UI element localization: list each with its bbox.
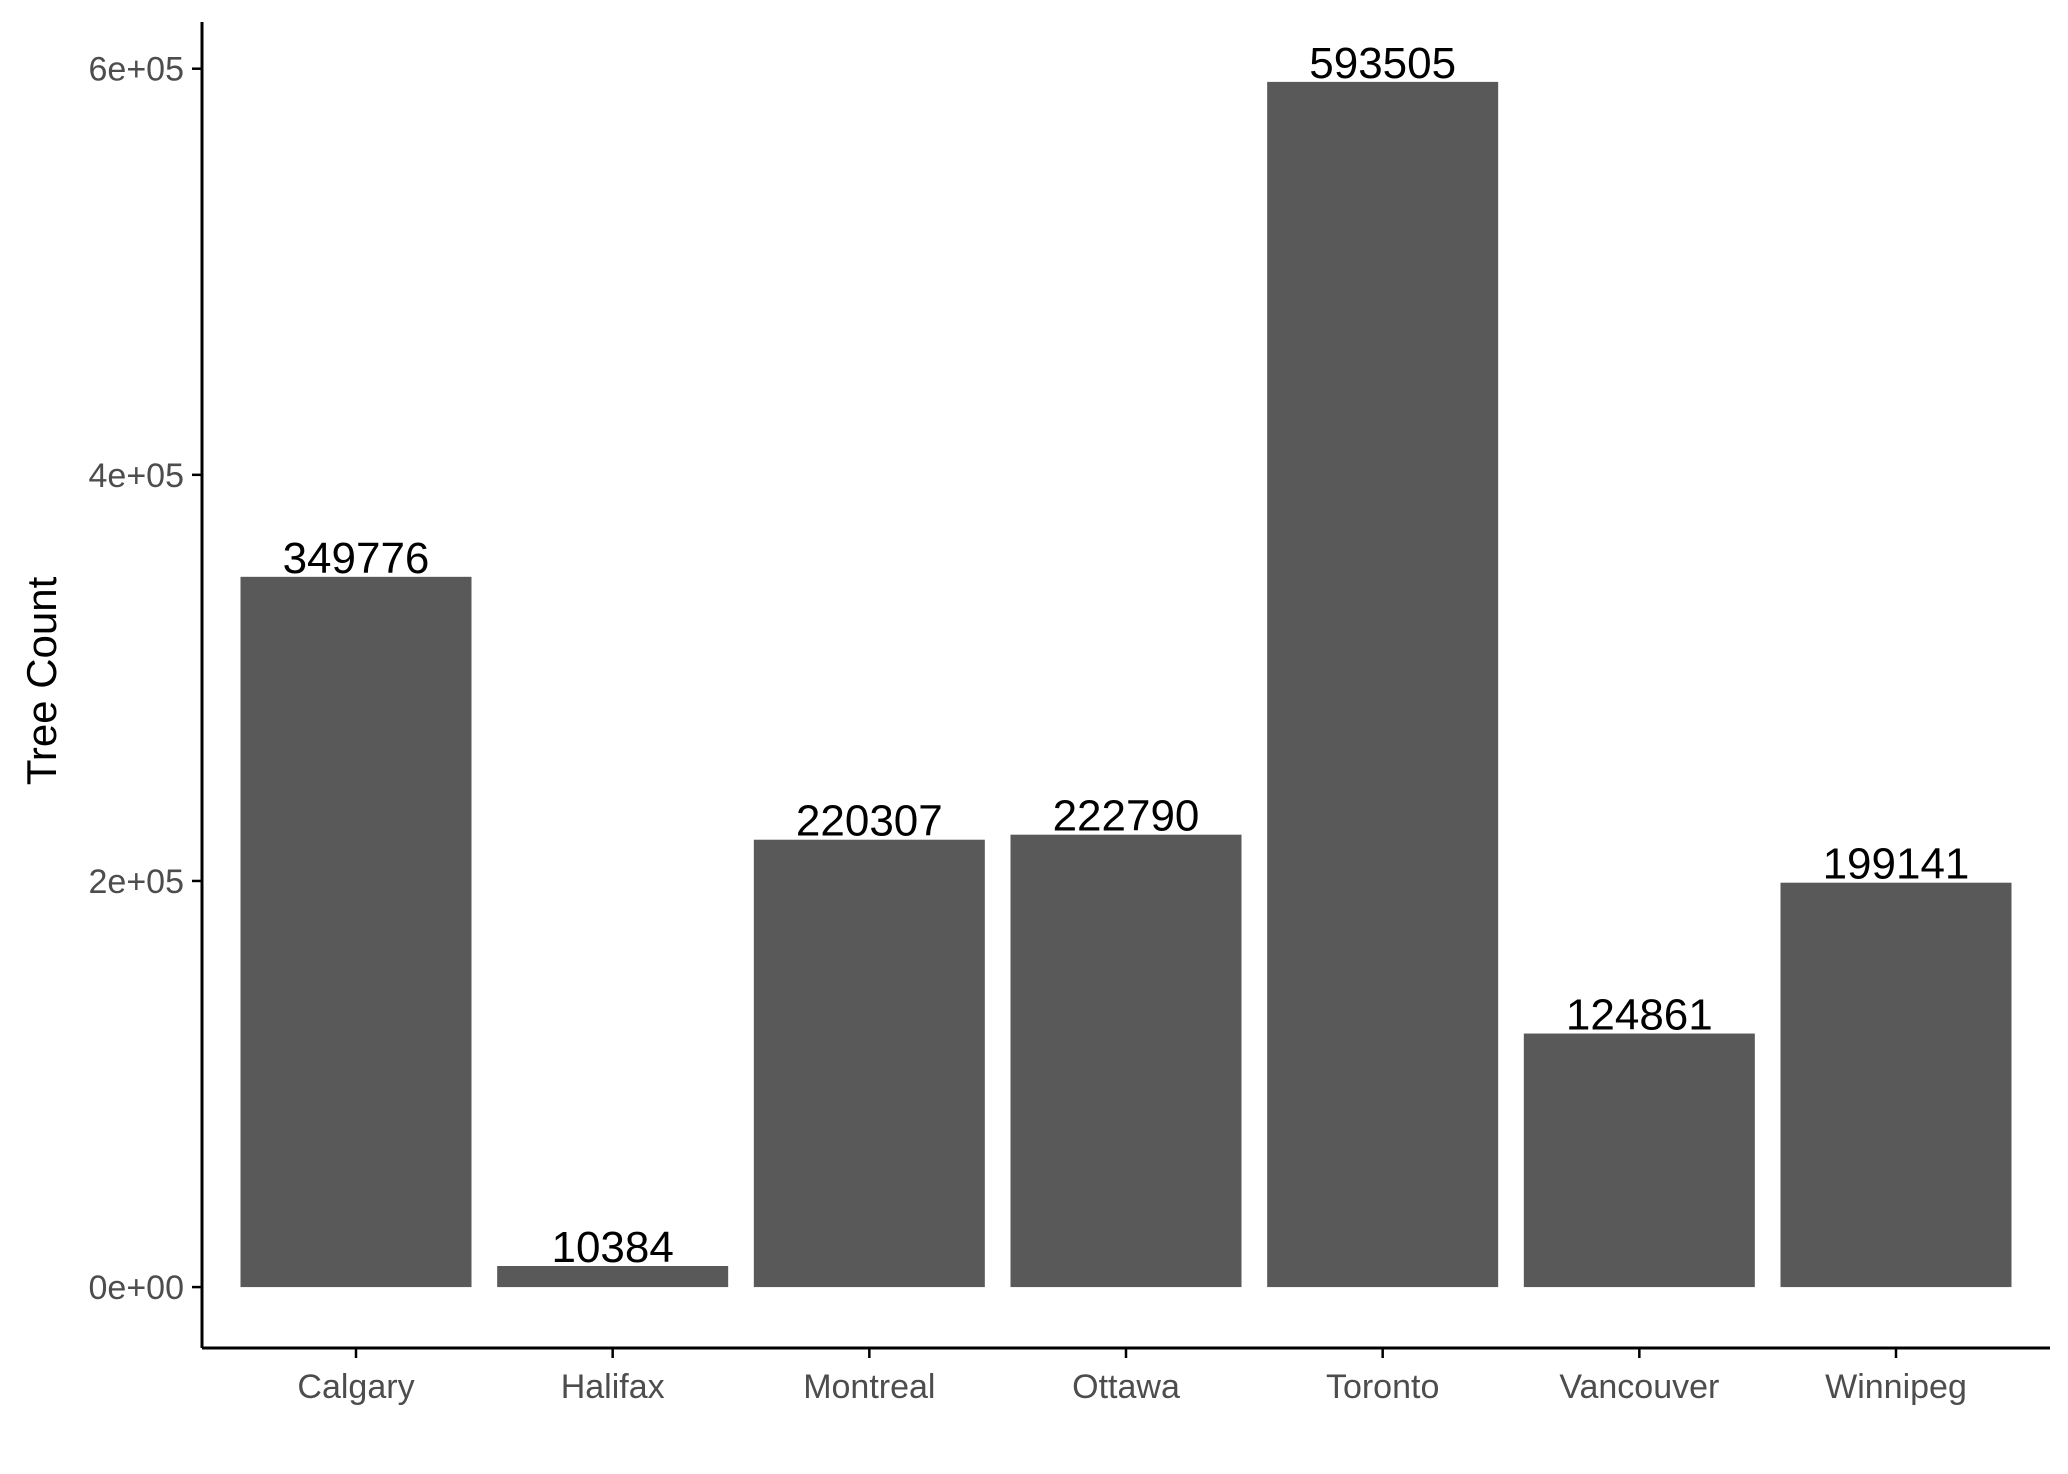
x-tick-label-vancouver: Vancouver bbox=[1559, 1368, 1719, 1406]
x-tick-label-montreal: Montreal bbox=[803, 1368, 935, 1406]
y-tick-label: 2e+05 bbox=[89, 863, 185, 901]
y-axis-title: Tree Count bbox=[18, 576, 65, 785]
bar-vancouver bbox=[1523, 1033, 1755, 1288]
bar-ottawa bbox=[1010, 834, 1242, 1288]
y-axis: 0e+00 2e+05 4e+05 6e+05 bbox=[89, 22, 204, 1348]
bars-group bbox=[240, 81, 2012, 1288]
bar-halifax bbox=[497, 1266, 729, 1288]
data-labels-group: 349776 10384 220307 222790 593505 124861 19914… bbox=[283, 39, 1970, 1272]
x-tick-label-calgary: Calgary bbox=[297, 1368, 414, 1406]
y-tick-label: 4e+05 bbox=[89, 457, 185, 495]
x-axis: Calgary Halifax Montreal Ottawa Toronto Vanco… bbox=[202, 1346, 2050, 1406]
data-label-winnipeg: 199141 bbox=[1823, 840, 1970, 889]
bar-winnipeg bbox=[1780, 882, 2012, 1288]
y-tick-label: 0e+00 bbox=[89, 1269, 185, 1307]
x-tick-label-ottawa: Ottawa bbox=[1072, 1368, 1180, 1406]
data-label-montreal: 220307 bbox=[796, 797, 943, 846]
data-label-halifax: 10384 bbox=[551, 1223, 673, 1272]
data-label-calgary: 349776 bbox=[283, 534, 430, 583]
bar-montreal bbox=[753, 839, 985, 1288]
x-tick-label-halifax: Halifax bbox=[561, 1368, 665, 1406]
data-label-toronto: 593505 bbox=[1309, 39, 1456, 88]
bar-calgary bbox=[240, 576, 472, 1288]
data-label-ottawa: 222790 bbox=[1053, 792, 1200, 841]
y-tick-label: 6e+05 bbox=[89, 51, 185, 89]
x-tick-label-toronto: Toronto bbox=[1326, 1368, 1439, 1406]
x-tick-label-winnipeg: Winnipeg bbox=[1825, 1368, 1967, 1406]
data-label-vancouver: 124861 bbox=[1566, 991, 1713, 1040]
bar-toronto bbox=[1267, 81, 1499, 1288]
